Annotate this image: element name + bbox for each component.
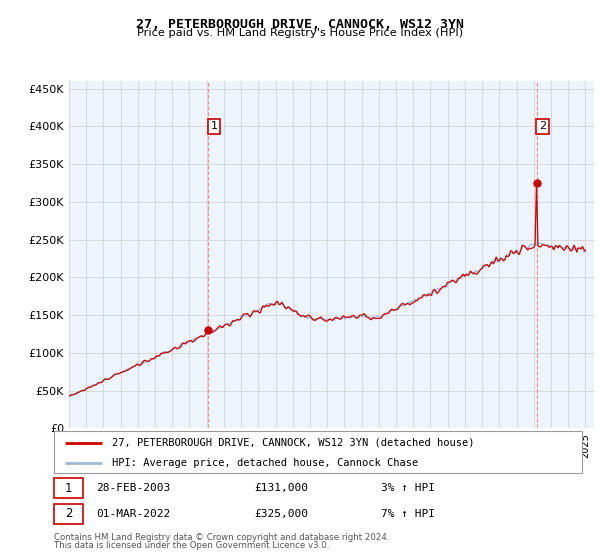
Text: £131,000: £131,000	[254, 483, 308, 493]
Text: 1: 1	[65, 482, 72, 494]
Text: 2: 2	[65, 507, 72, 520]
Text: 28-FEB-2003: 28-FEB-2003	[96, 483, 170, 493]
Text: 01-MAR-2022: 01-MAR-2022	[96, 509, 170, 519]
Text: This data is licensed under the Open Government Licence v3.0.: This data is licensed under the Open Gov…	[54, 541, 329, 550]
Text: 2: 2	[539, 122, 547, 132]
Text: 1: 1	[211, 122, 218, 132]
Text: HPI: Average price, detached house, Cannock Chase: HPI: Average price, detached house, Cann…	[112, 458, 418, 468]
Text: 27, PETERBOROUGH DRIVE, CANNOCK, WS12 3YN: 27, PETERBOROUGH DRIVE, CANNOCK, WS12 3Y…	[136, 18, 464, 31]
Text: Contains HM Land Registry data © Crown copyright and database right 2024.: Contains HM Land Registry data © Crown c…	[54, 533, 389, 542]
Bar	[54, 503, 83, 524]
Text: 3% ↑ HPI: 3% ↑ HPI	[382, 483, 436, 493]
Text: 27, PETERBOROUGH DRIVE, CANNOCK, WS12 3YN (detached house): 27, PETERBOROUGH DRIVE, CANNOCK, WS12 3Y…	[112, 437, 475, 447]
Text: Price paid vs. HM Land Registry's House Price Index (HPI): Price paid vs. HM Land Registry's House …	[137, 28, 463, 38]
Text: 7% ↑ HPI: 7% ↑ HPI	[382, 509, 436, 519]
Text: £325,000: £325,000	[254, 509, 308, 519]
Bar	[54, 478, 83, 498]
